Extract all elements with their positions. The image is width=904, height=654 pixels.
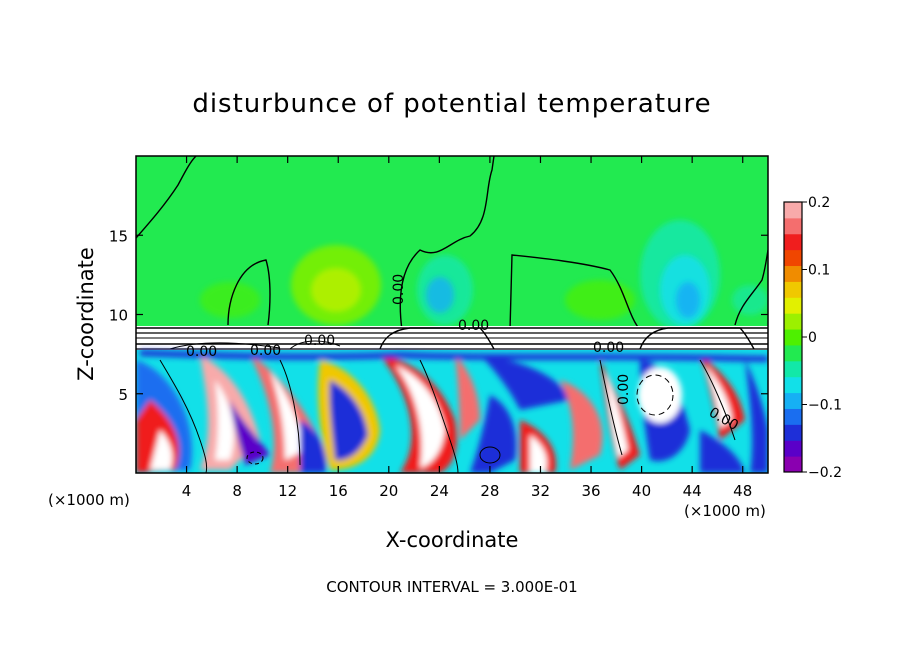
y-tick-label: 5 [118, 386, 128, 404]
x-axis: 4 8 12 16 20 24 28 32 36 40 44 48 [182, 156, 752, 500]
colorbar-swatch [784, 265, 802, 282]
contour-label: 0.00 [616, 374, 632, 405]
colorbar-tick-label: 0 [808, 330, 817, 346]
colorbar-swatch [784, 217, 802, 235]
colorbar-swatch [784, 202, 802, 219]
x-tick-label: 20 [379, 482, 398, 500]
x-tick-label: 16 [329, 482, 348, 500]
colorbar-swatch [784, 392, 802, 409]
x-tick-label: 36 [581, 482, 600, 500]
contour-label: 0.00 [458, 318, 489, 334]
contour-label: 0.00 [250, 343, 281, 359]
x-tick-label: 44 [683, 482, 702, 500]
colorbar-swatch [784, 329, 802, 346]
lower-contours [159, 359, 736, 473]
colorbar: 0.2 0.1 0 −0.1 −0.2 [783, 195, 842, 481]
colorbar-swatch [784, 281, 802, 298]
colorbar-swatch [784, 249, 802, 267]
colorbar-swatch [784, 440, 802, 457]
x-tick-label: 12 [278, 482, 297, 500]
upper-contours [136, 156, 768, 331]
contour-label: 0.00 [391, 274, 407, 305]
y-axis-label: Z-coordinate [74, 247, 98, 381]
colorbar-swatch [784, 313, 802, 330]
colorbar-swatch [784, 424, 802, 441]
x-tick-label: 24 [430, 482, 449, 500]
colorbar-swatch [784, 233, 802, 251]
contour-label: 0.00 [593, 340, 624, 356]
y-tick-label: 10 [109, 307, 128, 325]
colorbar-tick-label: −0.2 [808, 465, 842, 481]
colorbar-tick-label: 0.2 [808, 195, 830, 211]
x-tick-label: 8 [232, 482, 242, 500]
x-tick-label: 4 [182, 482, 192, 500]
x-unit-right: (×1000 m) [684, 502, 766, 520]
colorbar-swatch [784, 456, 802, 473]
x-axis-label: X-coordinate [386, 528, 519, 552]
x-tick-label: 32 [531, 482, 550, 500]
chart-title: disturbunce of potential temperature [192, 89, 711, 119]
x-tick-label: 28 [480, 482, 499, 500]
plot-area: 0.00 0.00 0.00 0.00 0.00 0.00 0.00 0.00 [136, 156, 768, 473]
colorbar-swatch [784, 376, 802, 394]
colorbar-swatch [784, 344, 802, 362]
y-axis: 5 10 15 [109, 227, 768, 404]
contour-label: 0.00 [304, 333, 335, 349]
x-unit-left: (×1000 m) [48, 491, 130, 509]
y-tick-label: 15 [109, 227, 128, 245]
lower-field [136, 350, 768, 473]
contour-label: 0.00 [186, 344, 217, 360]
contour-labels: 0.00 0.00 0.00 0.00 0.00 0.00 0.00 0.00 [186, 274, 741, 434]
layer-band [136, 326, 768, 350]
colorbar-tick-label: 0.1 [808, 263, 830, 279]
colorbar-swatch [784, 360, 802, 378]
contour-interval-footer: CONTOUR INTERVAL = 3.000E-01 [326, 578, 577, 596]
upper-field [200, 220, 768, 330]
x-tick-label: 40 [632, 482, 651, 500]
colorbar-swatch [784, 408, 802, 425]
colorbar-swatch [784, 297, 802, 314]
colorbar-tick-label: −0.1 [808, 398, 842, 414]
x-tick-label: 48 [733, 482, 752, 500]
